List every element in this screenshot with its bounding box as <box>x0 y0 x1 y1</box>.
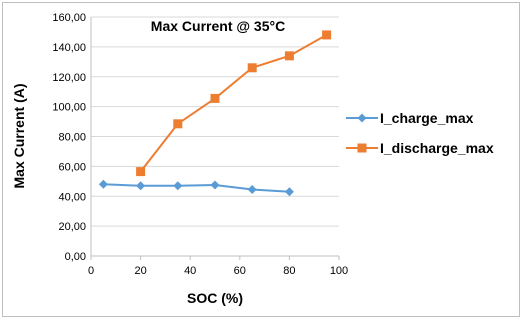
x-tick-label: 0 <box>88 265 94 277</box>
series-I_discharge_max <box>136 30 332 177</box>
axes <box>90 17 340 260</box>
legend-label: I_charge_max <box>380 110 474 126</box>
y-tick-label: 60,00 <box>58 161 86 173</box>
series-I_charge_max <box>98 179 294 197</box>
y-tick-label: 20,00 <box>58 221 86 233</box>
x-axis-title: SOC (%) <box>187 290 243 306</box>
y-tick-label: 80,00 <box>58 132 86 144</box>
gridlines <box>91 16 339 227</box>
legend-marker <box>357 143 367 153</box>
y-tick-label: 0,00 <box>65 251 86 263</box>
data-point <box>98 179 108 189</box>
series-group <box>98 30 332 197</box>
series-line <box>139 34 328 173</box>
y-tick-label: 120,00 <box>52 72 86 84</box>
legend-marker <box>357 113 367 123</box>
chart-title: Max Current @ 35°C <box>151 18 285 34</box>
data-point <box>173 119 183 129</box>
x-tick-label: 40 <box>184 265 196 277</box>
data-point <box>173 181 183 191</box>
legend-label: I_discharge_max <box>380 140 494 156</box>
data-point <box>284 187 294 197</box>
data-point <box>210 180 220 190</box>
legend: I_charge_max I_discharge_max <box>346 110 494 156</box>
data-point <box>284 51 294 61</box>
series-line <box>103 183 290 193</box>
data-point <box>136 167 146 177</box>
x-tick-label: 20 <box>134 265 146 277</box>
chart-frame <box>2 2 520 317</box>
y-tick-labels: 0,00 20,00 40,00 60,00 80,00 100,00 120,00 140,… <box>52 12 86 263</box>
y-tick-label: 140,00 <box>52 42 86 54</box>
y-axis-title: Max Current (A) <box>11 83 27 188</box>
data-point <box>210 93 220 103</box>
y-tick-label: 40,00 <box>58 191 86 203</box>
x-tick-label: 100 <box>330 265 348 277</box>
data-point <box>247 63 257 73</box>
data-point <box>136 181 146 191</box>
data-point <box>247 185 257 195</box>
x-tick-labels: 0 20 40 60 80 100 <box>88 265 348 277</box>
data-point <box>322 30 332 40</box>
x-tick-label: 60 <box>234 265 246 277</box>
y-tick-label: 160,00 <box>52 12 86 24</box>
x-tick-label: 80 <box>283 265 295 277</box>
y-tick-label: 100,00 <box>52 102 86 114</box>
